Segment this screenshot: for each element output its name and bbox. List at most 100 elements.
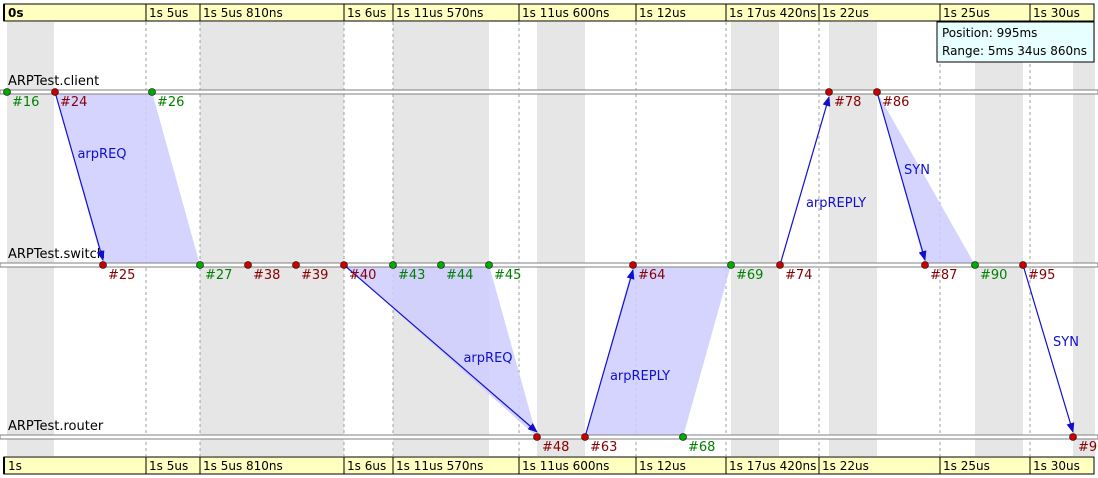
position-readout: Position: 995ms <box>942 26 1037 40</box>
message-label[interactable]: SYN <box>1053 335 1079 350</box>
event-marker[interactable] <box>776 261 784 269</box>
ruler-tick-label: 1s 30us <box>1033 459 1080 473</box>
lane-axis <box>0 262 1098 268</box>
event-label[interactable]: #69 <box>736 268 763 283</box>
ruler-tick-label: 1s 17us 420ns <box>729 459 816 473</box>
ruler-tick-label: 1s 17us 420ns <box>729 6 816 20</box>
event-marker[interactable] <box>921 261 929 269</box>
event-label[interactable]: #87 <box>930 268 957 283</box>
event-label[interactable]: #9 <box>1078 440 1097 455</box>
event-marker[interactable] <box>51 88 59 96</box>
message-label[interactable]: arpREPLY <box>806 196 866 211</box>
event-marker[interactable] <box>389 261 397 269</box>
event-marker[interactable] <box>581 433 589 441</box>
event-markers[interactable]: #16 #24 #26 #78 #86 #25 #27 #38 #39 #40 #43 #44 #45 #… <box>3 88 1098 456</box>
message-arrow[interactable] <box>343 264 538 433</box>
event-label[interactable]: #40 <box>349 268 376 283</box>
event-label[interactable]: #44 <box>446 268 473 283</box>
event-marker[interactable] <box>148 88 156 96</box>
event-label[interactable]: #48 <box>542 440 569 455</box>
message-arrow[interactable] <box>779 96 831 266</box>
event-label[interactable]: #78 <box>834 95 861 110</box>
message-arrows[interactable]: arpREQ arpREQ arpREPLY arpREPLY SYN SYN <box>54 91 1079 438</box>
event-marker[interactable] <box>679 433 687 441</box>
event-label[interactable]: #86 <box>882 95 909 110</box>
event-marker[interactable] <box>971 261 979 269</box>
message-label[interactable]: SYN <box>904 163 930 178</box>
event-label[interactable]: #74 <box>785 268 812 283</box>
ruler-tick-label: 1s 25us <box>943 6 990 20</box>
time-band <box>829 22 877 456</box>
ruler-tick-label: 1s 6us <box>347 6 386 20</box>
time-band <box>393 22 489 456</box>
transmission-area <box>877 92 975 265</box>
event-marker[interactable] <box>437 261 445 269</box>
event-label[interactable]: #45 <box>494 268 521 283</box>
event-marker[interactable] <box>873 88 881 96</box>
event-marker[interactable] <box>727 261 735 269</box>
event-marker[interactable] <box>1069 433 1077 441</box>
event-marker[interactable] <box>825 88 833 96</box>
event-label[interactable]: #95 <box>1028 268 1055 283</box>
ruler-tick-label: 1s 5us <box>149 6 188 20</box>
ruler-tick-label: 1s 6us <box>347 459 386 473</box>
event-marker[interactable] <box>485 261 493 269</box>
time-band <box>200 22 344 456</box>
event-label[interactable]: #27 <box>205 268 232 283</box>
ruler-tick-label: 1s 5us <box>149 459 188 473</box>
time-band <box>1073 22 1095 456</box>
message-arrow[interactable] <box>584 269 635 438</box>
event-label[interactable]: #39 <box>301 268 328 283</box>
ruler-origin-label: 0s <box>8 6 24 20</box>
lane-label[interactable]: ARPTest.switch <box>8 247 105 262</box>
event-label[interactable]: #16 <box>12 95 39 110</box>
time-band <box>537 22 585 456</box>
time-band <box>731 22 779 456</box>
time-band <box>975 22 1023 456</box>
ruler-tick-label: 1s 5us 810ns <box>203 459 283 473</box>
event-marker[interactable] <box>340 261 348 269</box>
event-label[interactable]: #68 <box>688 440 715 455</box>
transmission-areas <box>55 92 1073 437</box>
event-marker[interactable] <box>1019 261 1027 269</box>
lane-label[interactable]: ARPTest.client <box>8 74 99 89</box>
event-label[interactable]: #25 <box>108 268 135 283</box>
ruler-tick-label: 1s 12us <box>639 459 686 473</box>
message-arrow[interactable] <box>54 91 105 261</box>
ruler-tick-label: 1s 11us 570ns <box>396 6 483 20</box>
message-arrow[interactable] <box>876 91 927 261</box>
message-label[interactable]: arpREQ <box>77 147 126 162</box>
message-arrow[interactable] <box>1022 264 1075 433</box>
lane-label[interactable]: ARPTest.router <box>8 419 104 434</box>
lane-axes: ARPTest.client ARPTest.switch ARPTest.rout… <box>0 74 1098 440</box>
lane-axis <box>0 89 1098 95</box>
event-marker[interactable] <box>533 433 541 441</box>
event-label[interactable]: #24 <box>60 95 87 110</box>
event-marker[interactable] <box>292 261 300 269</box>
event-marker[interactable] <box>244 261 252 269</box>
event-label[interactable]: #38 <box>253 268 280 283</box>
event-marker[interactable] <box>196 261 204 269</box>
event-marker[interactable] <box>3 88 11 96</box>
event-label[interactable]: #43 <box>398 268 425 283</box>
range-readout: Range: 5ms 34us 860ns <box>942 44 1087 58</box>
ruler-tick-label: 1s 11us 600ns <box>522 6 609 20</box>
ruler-tick-label: 1s 30us <box>1033 6 1080 20</box>
transmission-area <box>55 92 200 265</box>
transmission-area <box>585 265 731 437</box>
message-label[interactable]: arpREQ <box>463 351 512 366</box>
message-label[interactable]: arpREPLY <box>610 369 670 384</box>
event-marker[interactable] <box>99 261 107 269</box>
ruler-tick-label: 1s 5us 810ns <box>203 6 283 20</box>
ruler-tick-label: 1s 25us <box>943 459 990 473</box>
event-marker[interactable] <box>629 261 637 269</box>
time-rulers: 0s 1s 5us 1s 5us 810ns 1s 6us 1s 11us 570ns 1… <box>3 3 1095 475</box>
ruler-tick-label: 1s 22us <box>822 6 869 20</box>
event-label[interactable]: #26 <box>157 95 184 110</box>
event-label[interactable]: #63 <box>590 440 617 455</box>
ruler-tick-label: 1s 11us 570ns <box>396 459 483 473</box>
event-label[interactable]: #90 <box>980 268 1007 283</box>
event-label[interactable]: #64 <box>638 268 665 283</box>
lane-axis <box>0 434 1098 440</box>
